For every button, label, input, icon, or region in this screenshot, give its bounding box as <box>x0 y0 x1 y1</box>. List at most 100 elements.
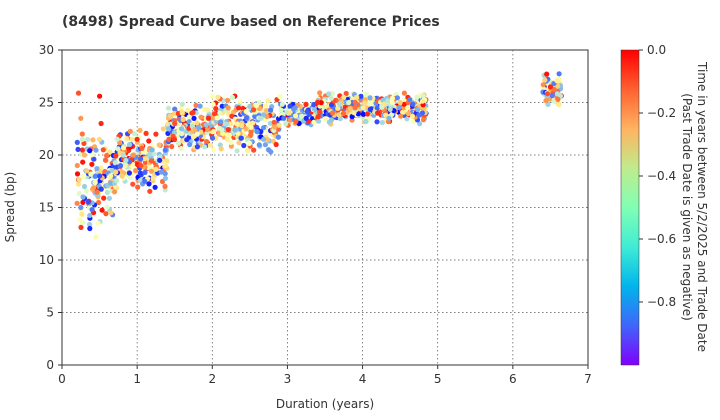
y-axis-ticks: 0 5 10 15 20 25 30 <box>39 43 62 372</box>
scatter-point <box>398 113 404 119</box>
scatter-point <box>226 132 232 138</box>
scatter-point <box>123 157 129 163</box>
scatter-point <box>78 204 84 211</box>
scatter-point <box>75 181 82 187</box>
scatter-point <box>79 211 85 217</box>
scatter-point <box>108 210 114 216</box>
scatter-point <box>98 120 104 127</box>
scatter-point <box>387 106 393 112</box>
y-tick-label: 15 <box>39 201 54 215</box>
scatter-point <box>150 175 156 181</box>
scatter-point <box>81 183 88 190</box>
scatter-point <box>261 136 267 142</box>
scatter-point <box>349 114 355 120</box>
scatter-point <box>272 124 278 130</box>
scatter-point <box>79 131 85 137</box>
scatter-point <box>162 171 168 177</box>
scatter-point <box>76 176 82 183</box>
scatter-point <box>131 131 137 137</box>
scatter-point <box>91 156 97 162</box>
scatter-point <box>256 142 262 148</box>
scatter-point <box>363 118 369 125</box>
scatter-point <box>287 117 293 123</box>
scatter-point <box>234 121 240 127</box>
scatter-point <box>277 93 283 100</box>
scatter-point <box>204 107 210 113</box>
chart-title: (8498) Spread Curve based on Reference P… <box>62 14 440 30</box>
scatter-point <box>130 152 136 158</box>
x-tick-label: 4 <box>359 372 367 386</box>
scatter-point <box>414 94 420 100</box>
scatter-point <box>299 113 305 119</box>
scatter-point <box>420 117 427 123</box>
scatter-point <box>203 122 209 128</box>
scatter-point <box>407 96 413 103</box>
scatter-point <box>201 144 208 150</box>
scatter-point <box>80 194 86 200</box>
scatter-point <box>148 168 155 174</box>
scatter-point <box>147 151 153 157</box>
scatter-point <box>384 98 391 104</box>
scatter-point <box>152 184 158 190</box>
scatter-point <box>246 140 252 146</box>
scatter-point <box>265 98 271 104</box>
scatter-point <box>209 115 216 121</box>
scatter-point <box>151 151 157 157</box>
colorbar-label: Time in years between 5/2/2025 and Trade… <box>680 61 709 352</box>
scatter-point <box>89 207 95 213</box>
scatter-point <box>204 127 210 133</box>
scatter-point <box>225 97 231 103</box>
colorbar-tick-label: 0.0 <box>647 43 666 57</box>
scatter-point <box>415 107 421 113</box>
scatter-point <box>268 107 274 113</box>
scatter-point <box>92 173 98 179</box>
scatter-point <box>263 107 269 113</box>
scatter-point <box>420 93 426 99</box>
scatter-point <box>216 125 222 131</box>
scatter-point <box>287 103 293 109</box>
scatter-point <box>248 124 254 130</box>
scatter-point <box>267 120 273 126</box>
scatter-point <box>81 152 88 158</box>
scatter-point <box>87 212 93 218</box>
scatter-point <box>158 169 164 175</box>
scatter-point <box>243 126 249 132</box>
scatter-point <box>117 163 124 169</box>
scatter-point <box>389 95 395 101</box>
scatter-point <box>540 82 546 88</box>
scatter-point <box>143 130 149 136</box>
scatter-point <box>273 141 279 148</box>
scatter-point <box>211 128 217 134</box>
scatter-point <box>219 103 225 109</box>
scatter-point <box>227 121 234 127</box>
scatter-point <box>217 110 223 116</box>
scatter-point <box>115 146 121 152</box>
scatter-point <box>225 105 231 111</box>
scatter-point <box>266 147 272 153</box>
scatter-point <box>547 84 554 90</box>
scatter-point <box>127 141 133 148</box>
scatter-point <box>556 71 562 77</box>
scatter-point <box>555 83 561 89</box>
scatter-point <box>281 115 287 121</box>
scatter-point <box>126 170 132 176</box>
scatter-point <box>172 106 178 112</box>
scatter-point <box>241 142 247 149</box>
scatter-point <box>317 90 323 96</box>
scatter-point <box>347 106 354 112</box>
scatter-point <box>375 110 381 116</box>
scatter-point <box>186 114 192 120</box>
scatter-point <box>215 94 221 100</box>
scatter-point <box>283 121 289 127</box>
scatter-point <box>93 234 99 240</box>
scatter-point <box>405 105 411 111</box>
scatter-point <box>355 111 361 117</box>
scatter-point <box>97 173 103 179</box>
scatter-point <box>92 179 98 186</box>
scatter-point <box>194 144 200 150</box>
scatter-point <box>236 140 242 146</box>
x-tick-label: 5 <box>434 372 442 386</box>
x-tick-label: 3 <box>284 372 292 386</box>
scatter-point <box>100 147 106 153</box>
scatter-point <box>326 91 332 97</box>
